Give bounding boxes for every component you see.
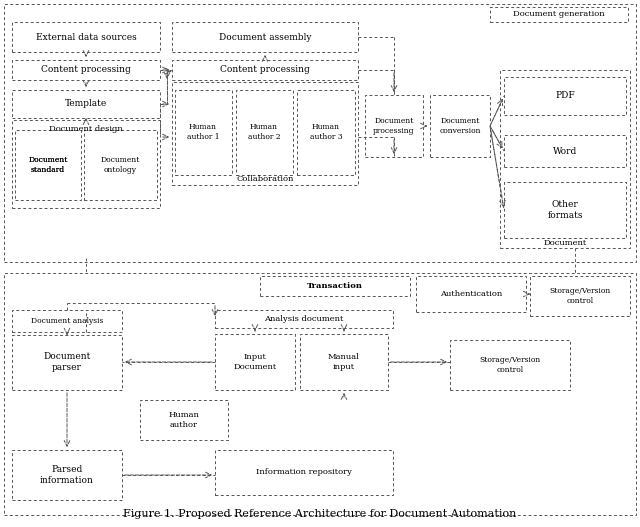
Text: Document
standard: Document standard (28, 156, 68, 174)
FancyBboxPatch shape (365, 95, 423, 157)
FancyBboxPatch shape (430, 95, 490, 157)
FancyBboxPatch shape (140, 400, 228, 440)
Text: Analysis document: Analysis document (264, 315, 344, 323)
Text: Document
parser: Document parser (44, 353, 91, 372)
Text: Document assembly: Document assembly (219, 33, 311, 42)
Text: Document
standard: Document standard (28, 157, 68, 173)
Text: Figure 1. Proposed Reference Architecture for Document Automation: Figure 1. Proposed Reference Architectur… (124, 509, 516, 519)
FancyBboxPatch shape (175, 90, 232, 175)
FancyBboxPatch shape (504, 135, 626, 167)
FancyBboxPatch shape (4, 4, 636, 262)
FancyBboxPatch shape (530, 276, 630, 316)
FancyBboxPatch shape (84, 130, 157, 200)
Text: Authentication: Authentication (440, 290, 502, 298)
FancyBboxPatch shape (297, 90, 355, 175)
FancyBboxPatch shape (490, 7, 628, 22)
FancyBboxPatch shape (260, 276, 410, 296)
FancyBboxPatch shape (15, 130, 81, 200)
FancyBboxPatch shape (12, 310, 122, 332)
Text: Document: Document (543, 239, 587, 247)
FancyBboxPatch shape (236, 90, 293, 175)
FancyBboxPatch shape (12, 22, 160, 52)
Text: Other
formats: Other formats (547, 200, 583, 220)
FancyBboxPatch shape (215, 334, 295, 390)
Text: Transaction: Transaction (307, 282, 363, 290)
Text: Information repository: Information repository (256, 469, 352, 476)
FancyBboxPatch shape (416, 276, 526, 312)
Text: External data sources: External data sources (36, 33, 136, 42)
Text: PDF: PDF (555, 92, 575, 101)
Text: Template: Template (65, 100, 107, 109)
Text: Document design: Document design (49, 125, 123, 133)
FancyBboxPatch shape (12, 450, 122, 500)
Text: Storage/Version
control: Storage/Version control (479, 356, 541, 374)
Text: Collaboration: Collaboration (236, 175, 294, 183)
Text: Input
Document: Input Document (234, 354, 276, 370)
FancyBboxPatch shape (215, 450, 393, 495)
FancyBboxPatch shape (504, 182, 626, 238)
FancyBboxPatch shape (300, 334, 388, 390)
FancyBboxPatch shape (172, 82, 358, 185)
Text: Human
author: Human author (168, 412, 200, 428)
Text: Document analysis: Document analysis (31, 317, 103, 325)
Text: Human
author 1: Human author 1 (187, 123, 220, 141)
FancyBboxPatch shape (504, 77, 626, 115)
Text: Word: Word (553, 147, 577, 155)
FancyBboxPatch shape (12, 120, 160, 208)
FancyBboxPatch shape (4, 273, 636, 515)
FancyBboxPatch shape (500, 70, 630, 248)
FancyBboxPatch shape (12, 90, 160, 118)
Text: Human
author 3: Human author 3 (310, 123, 342, 141)
FancyBboxPatch shape (215, 310, 393, 328)
Text: Parsed
information: Parsed information (40, 465, 94, 485)
Text: Document
processing: Document processing (373, 118, 415, 134)
Text: Content processing: Content processing (41, 65, 131, 74)
Text: Document generation: Document generation (513, 11, 605, 18)
Text: Storage/Version
control: Storage/Version control (549, 287, 611, 305)
Text: Document
ontology: Document ontology (100, 156, 140, 174)
FancyBboxPatch shape (12, 60, 160, 80)
FancyBboxPatch shape (172, 22, 358, 52)
Text: Document
conversion: Document conversion (439, 118, 481, 134)
FancyBboxPatch shape (12, 335, 122, 390)
Text: Manual
input: Manual input (328, 354, 360, 370)
Text: Human
author 2: Human author 2 (248, 123, 280, 141)
Text: Content processing: Content processing (220, 65, 310, 74)
FancyBboxPatch shape (172, 60, 358, 80)
FancyBboxPatch shape (450, 340, 570, 390)
